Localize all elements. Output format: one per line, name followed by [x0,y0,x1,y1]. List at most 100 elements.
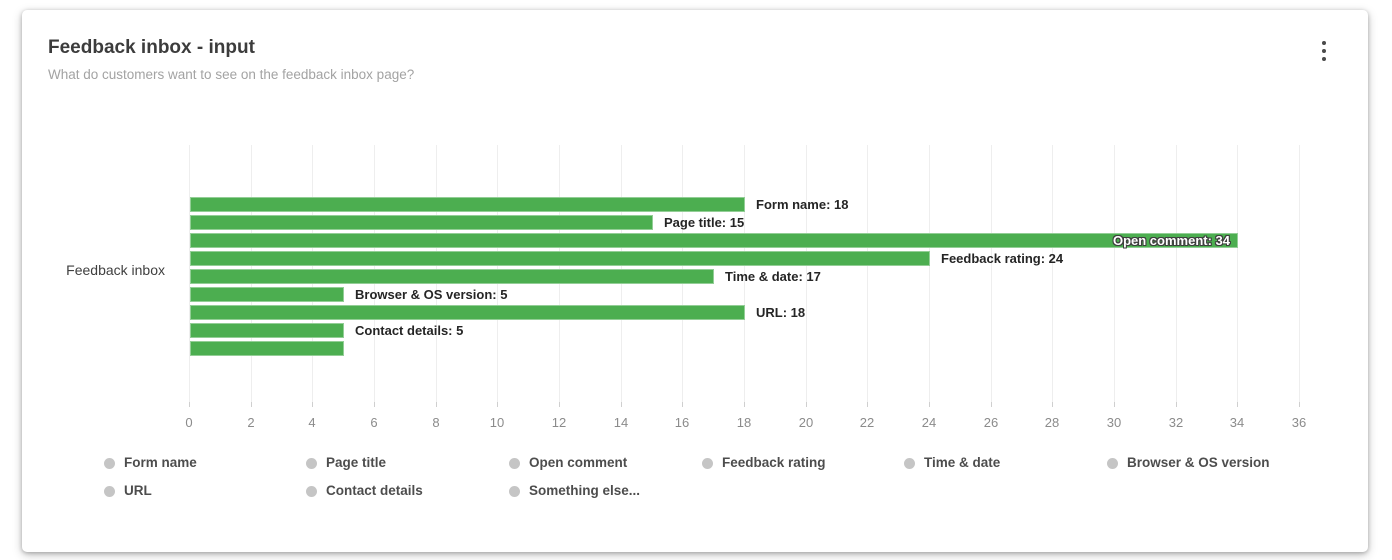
bar-row: Form name: 18 [189,197,1349,212]
legend-dot-icon [1107,457,1118,469]
x-tick-mark [1176,402,1177,407]
legend-dot-icon [509,457,520,469]
bar-feedback-rating[interactable] [190,251,930,266]
x-tick-label: 6 [370,415,378,430]
bar-form-name[interactable] [190,197,745,212]
x-tick-label: 16 [674,415,690,430]
bar-contact-details[interactable] [190,323,344,338]
bar-row: Open comment: 34 [189,233,1349,248]
kebab-menu-button[interactable] [1310,36,1338,66]
legend-item-label: URL [124,483,152,498]
bar-open-comment[interactable] [190,233,1238,248]
legend-item-something-else[interactable]: Something else... [509,483,640,499]
gridline [1237,145,1238,402]
x-tick-label: 24 [921,415,937,430]
x-tick-mark [806,402,807,407]
legend-item-label: Open comment [529,455,628,470]
bar-value-label: Form name: 18 [756,197,849,212]
legend-item-label: Time & date [924,455,1001,470]
legend-dot-icon [904,457,915,469]
x-tick-mark [991,402,992,407]
bar-value-label: Open comment: 34 [1112,233,1230,248]
bar-value-label: Feedback rating: 24 [941,251,1064,266]
legend-item-time-date[interactable]: Time & date [904,455,1000,471]
x-tick-mark [682,402,683,407]
x-tick-label: 28 [1044,415,1060,430]
x-tick-label: 26 [983,415,999,430]
x-tick-label: 34 [1229,415,1245,430]
x-tick-label: 22 [859,415,875,430]
x-tick-mark [1114,402,1115,407]
kebab-vertical-icon [1322,41,1326,61]
bar-something-else[interactable] [190,341,344,356]
x-tick-label: 20 [798,415,814,430]
gridline [1114,145,1115,402]
gridline [744,145,745,402]
gridline [806,145,807,402]
x-tick-label: 14 [613,415,629,430]
feedback-widget-card: Feedback inbox - input What do customers… [22,10,1368,552]
widget-header: Feedback inbox - input What do customers… [48,36,414,84]
legend-item-label: Something else... [529,483,641,498]
gridline [1176,145,1177,402]
bar-row: Time & date: 17 [189,269,1349,284]
legend-dot-icon [104,485,115,497]
legend-item-form-name[interactable]: Form name [104,455,197,471]
gridline [929,145,930,402]
legend-item-label: Contact details [326,483,423,498]
legend-item-browser-os-version[interactable]: Browser & OS version [1107,455,1270,471]
x-tick-mark [312,402,313,407]
bar-row: Page title: 15 [189,215,1349,230]
x-tick-mark [189,402,190,407]
bar-row [189,341,1349,356]
gridline [1299,145,1300,402]
legend-item-label: Feedback rating [722,455,826,470]
x-tick-label: 18 [736,415,752,430]
legend-item-feedback-rating[interactable]: Feedback rating [702,455,826,471]
x-tick-label: 4 [308,415,316,430]
x-tick-label: 8 [432,415,440,430]
bar-row: Feedback rating: 24 [189,251,1349,266]
gridline [991,145,992,402]
x-tick-label: 2 [247,415,255,430]
x-tick-label: 0 [185,415,193,430]
page-title: Feedback inbox - input [48,37,255,58]
x-tick-label: 32 [1168,415,1184,430]
x-tick-mark [621,402,622,407]
x-tick-mark [497,402,498,407]
x-tick-mark [251,402,252,407]
page-subtitle: What do customers want to see on the fee… [48,67,415,82]
bar-browser-os-version[interactable] [190,287,344,302]
legend-item-contact-details[interactable]: Contact details [306,483,423,499]
x-tick-mark [374,402,375,407]
bar-value-label: Browser & OS version: 5 [355,287,508,302]
bar-time-date[interactable] [190,269,714,284]
bar-row: URL: 18 [189,305,1349,320]
x-tick-mark [867,402,868,407]
x-tick-mark [559,402,560,407]
x-tick-label: 30 [1106,415,1122,430]
legend-item-url[interactable]: URL [104,483,152,499]
x-tick-label: 36 [1291,415,1307,430]
bar-value-label: Contact details: 5 [355,323,464,338]
x-tick-label: 12 [551,415,567,430]
gridline [189,145,190,402]
bar-page-title[interactable] [190,215,653,230]
x-tick-mark [1052,402,1053,407]
bar-url[interactable] [190,305,745,320]
legend-dot-icon [509,485,520,497]
gridline [867,145,868,402]
legend-dot-icon [306,485,317,497]
x-tick-mark [1237,402,1238,407]
legend-item-open-comment[interactable]: Open comment [509,455,627,471]
gridline [1052,145,1053,402]
category-label: Feedback inbox [66,262,165,278]
legend-item-label: Page title [326,455,387,470]
x-tick-label: 10 [489,415,505,430]
legend-dot-icon [306,457,317,469]
legend-dot-icon [104,457,115,469]
legend-item-page-title[interactable]: Page title [306,455,386,471]
legend-item-label: Browser & OS version [1127,455,1270,470]
x-tick-mark [929,402,930,407]
bar-row: Contact details: 5 [189,323,1349,338]
